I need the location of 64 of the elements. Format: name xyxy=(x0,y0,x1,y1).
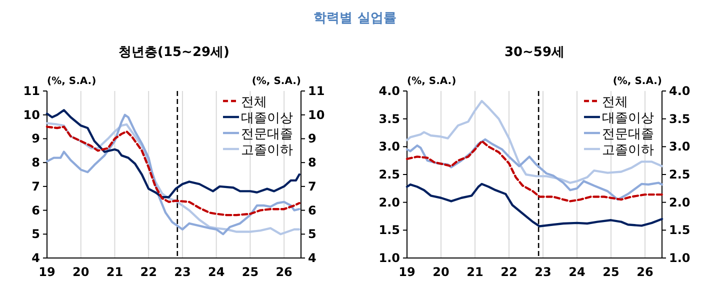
y2-tick-label: 7 xyxy=(308,179,316,194)
legend-label: 전문대졸 xyxy=(602,127,654,142)
x-tick-label: 19 xyxy=(38,265,56,279)
x-tick-label: 25 xyxy=(602,265,620,279)
y2-tick-label: 2.5 xyxy=(669,168,690,182)
y2-tick-label: 6 xyxy=(308,203,316,218)
x-tick-label: 22 xyxy=(500,265,518,279)
y-axis-title: (%, S.A.) xyxy=(47,76,96,87)
y-tick-label: 2.5 xyxy=(378,168,400,182)
y2-tick-label: 5 xyxy=(308,227,316,242)
legend-label: 대졸이상 xyxy=(602,111,654,126)
line-series xyxy=(46,108,300,198)
y-tick-label: 9 xyxy=(32,132,40,146)
y2-tick-label: 1.5 xyxy=(669,223,690,238)
x-tick-label: 21 xyxy=(106,265,124,279)
x-tick-label: 26 xyxy=(636,265,654,279)
y-tick-label: 4.0 xyxy=(378,84,400,98)
x-tick-label: 24 xyxy=(568,265,586,279)
y2-tick-label: 11 xyxy=(308,84,325,98)
x-tick-label: 26 xyxy=(276,265,292,279)
y-axis-title: (%, S.A.) xyxy=(407,76,456,87)
x-tick-label: 25 xyxy=(242,265,259,279)
legend-label: 고졸이하 xyxy=(241,143,293,158)
y2-tick-label: 3.5 xyxy=(669,112,690,126)
legend-label: 고졸이하 xyxy=(602,143,654,158)
line-series xyxy=(406,182,664,228)
x-tick-label: 20 xyxy=(432,265,450,279)
y2-tick-label: 3.0 xyxy=(669,140,690,154)
x-tick-label: 23 xyxy=(534,265,552,279)
x-tick-label: 23 xyxy=(174,265,191,279)
y-tick-label: 5 xyxy=(32,227,40,242)
legend-label: 대졸이상 xyxy=(241,111,293,126)
y2-tick-label: 8 xyxy=(308,156,316,170)
y-tick-label: 1.0 xyxy=(378,251,400,265)
legend-label: 전체 xyxy=(241,95,267,110)
y-tick-label: 6 xyxy=(32,203,40,218)
chart-title: 30~59세 xyxy=(504,45,565,60)
x-tick-label: 20 xyxy=(72,265,90,279)
x-tick-label: 21 xyxy=(466,265,484,279)
x-tick-label: 22 xyxy=(140,265,157,279)
y2-tick-label: 9 xyxy=(308,132,316,146)
x-tick-label: 19 xyxy=(398,265,416,279)
text: 학력별 실업률 xyxy=(314,11,396,26)
y2-tick-label: 10 xyxy=(308,108,325,122)
y2-tick-label: 1.0 xyxy=(669,251,690,265)
y2-tick-label: 4 xyxy=(308,251,316,265)
y-tick-label: 3.0 xyxy=(378,140,400,154)
y-tick-label: 2.0 xyxy=(378,195,400,210)
y2-axis-title: (%, S.A.) xyxy=(612,76,662,87)
y-tick-label: 10 xyxy=(23,108,40,122)
y2-tick-label: 2.0 xyxy=(669,195,690,210)
y-tick-label: 11 xyxy=(23,84,40,98)
y-tick-label: 4 xyxy=(32,251,40,265)
y2-tick-label: 4.0 xyxy=(669,84,690,98)
y-tick-label: 3.5 xyxy=(378,112,400,126)
y-tick-label: 7 xyxy=(32,179,40,194)
legend-label: 전체 xyxy=(602,95,628,110)
chart-title: 청년층(15~29세) xyxy=(118,45,230,60)
line-series xyxy=(46,126,300,216)
y-tick-label: 1.5 xyxy=(378,223,400,238)
x-tick-label: 24 xyxy=(208,265,225,279)
legend-label: 전문대졸 xyxy=(241,127,293,142)
y2-axis-title: (%, S.A.) xyxy=(252,76,301,87)
y-tick-label: 8 xyxy=(32,156,40,170)
